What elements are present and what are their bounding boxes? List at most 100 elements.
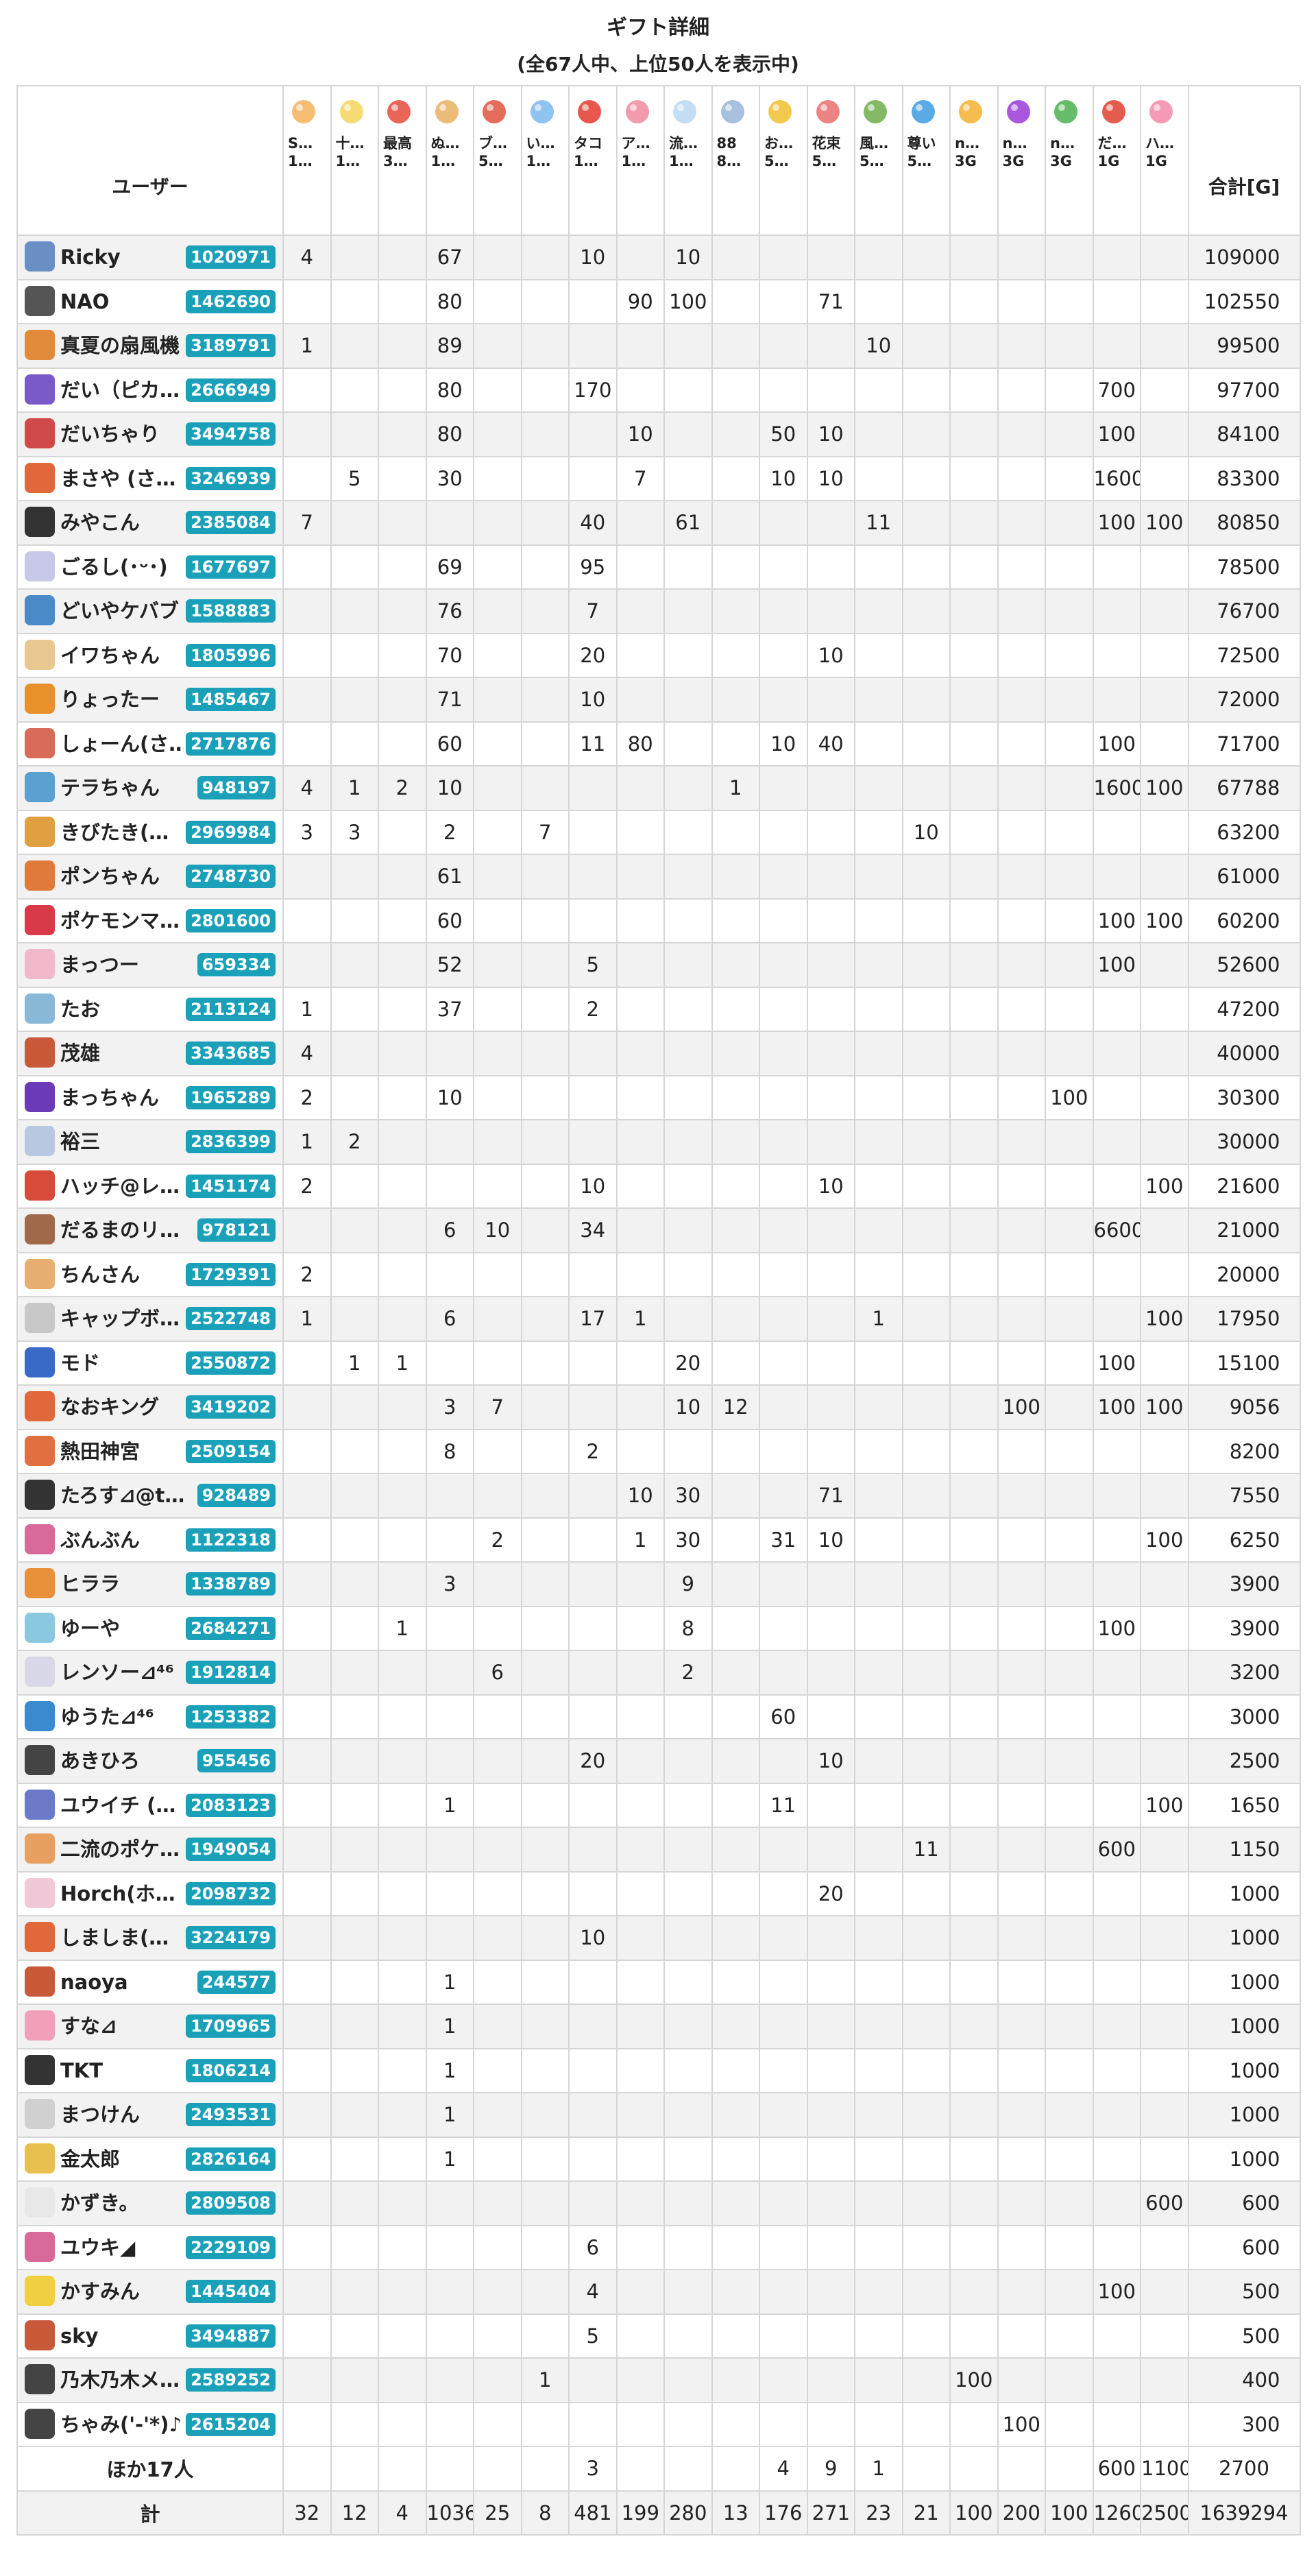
user-id-badge[interactable]: 3419202 (186, 1395, 276, 1419)
gift-count-cell (997, 1738, 1046, 1784)
gift-count-cell (520, 2047, 570, 2093)
user-id-badge[interactable]: 2748730 (186, 865, 276, 888)
gift-count-cell (1045, 2092, 1094, 2138)
gift-count-cell (568, 1959, 618, 2005)
gift-count-cell (711, 1605, 760, 1651)
gift-column-header: 十… 1… (330, 85, 379, 236)
user-id-badge[interactable]: 1949054 (186, 1838, 276, 1861)
user-id-badge[interactable]: 2969984 (186, 820, 276, 844)
user-id-badge[interactable]: 1253382 (186, 1705, 276, 1729)
gift-count-cell (997, 455, 1046, 501)
gift-count-cell (901, 1517, 951, 1563)
user-id-badge[interactable]: 2522748 (186, 1307, 276, 1330)
user-id-badge[interactable]: 2098732 (186, 1881, 276, 1905)
user-id-badge[interactable]: 2589252 (186, 2368, 276, 2392)
user-id-badge[interactable]: 2826164 (186, 2147, 276, 2171)
user-id-badge[interactable]: 1485467 (186, 688, 276, 711)
gift-count-cell (1140, 1428, 1189, 1474)
user-id-badge[interactable]: 2801600 (186, 908, 276, 932)
gift-count-cell (330, 1650, 379, 1696)
table-row: キャップボ… 2522748 1 6 17 1 1 100 17950 (16, 1296, 1301, 1342)
user-id-badge[interactable]: 1805996 (186, 643, 276, 667)
gift-count-cell: 100 (663, 278, 713, 324)
total-cell: 67788 (1187, 765, 1301, 811)
gift-count-cell (997, 1827, 1046, 1873)
gift-count-cell: 8 (520, 2490, 570, 2536)
table-row: Horch(ホ… 2098732 20 1000 (16, 1870, 1301, 1916)
gift-count-cell (1092, 1296, 1141, 1342)
gift-count-cell (806, 323, 855, 369)
gift-count-cell (1140, 1605, 1189, 1651)
gift-count-cell (616, 1119, 665, 1165)
user-id-badge[interactable]: 3494758 (186, 422, 276, 446)
user-id-badge[interactable]: 1338789 (186, 1572, 276, 1596)
user-id-badge[interactable]: 1677697 (186, 555, 276, 579)
user-id-badge[interactable]: 3343685 (186, 1042, 276, 1065)
user-id-badge[interactable]: 1122318 (186, 1528, 276, 1552)
user-id-badge[interactable]: 2684271 (186, 1616, 276, 1640)
user-id-badge[interactable]: 948197 (197, 776, 276, 799)
gift-count-cell (616, 677, 665, 723)
user-id-badge[interactable]: 1462690 (186, 289, 276, 313)
user-id-badge[interactable]: 659334 (197, 953, 276, 976)
user-id-badge[interactable]: 2493531 (186, 2103, 276, 2126)
gift-count-cell (711, 2136, 760, 2182)
user-id-badge[interactable]: 2615204 (186, 2412, 276, 2436)
gift-count-cell (473, 2003, 522, 2049)
gift-column-header: ハ… 1G (1140, 85, 1189, 236)
user-id-badge[interactable]: 2385084 (186, 511, 276, 534)
user-id-badge[interactable]: 2717876 (186, 732, 276, 756)
gift-count-cell (616, 1340, 665, 1386)
gift-count-cell: 2 (282, 1251, 332, 1297)
gift-count-cell (663, 1119, 713, 1165)
user-id-badge[interactable]: 2113124 (186, 997, 276, 1021)
gift-count-cell (854, 1870, 903, 1916)
user-id-badge[interactable]: 1451174 (186, 1174, 276, 1198)
gift-count-cell (997, 1119, 1046, 1165)
gift-count-cell (473, 765, 522, 811)
user-id-badge[interactable]: 1445404 (186, 2280, 276, 2303)
user-id-badge[interactable]: 2836399 (186, 1130, 276, 1153)
gift-count-cell (1045, 323, 1094, 369)
gift-count-cell (854, 1031, 903, 1076)
user-id-badge[interactable]: 1588883 (186, 599, 276, 623)
gift-count-cell (949, 1031, 999, 1076)
gift-count-cell (997, 1163, 1046, 1209)
gift-name: S… (288, 135, 313, 152)
gift-count-cell (616, 2047, 665, 2093)
gift-count-cell: 1 (854, 1296, 903, 1342)
gift-name: ブ… (478, 135, 507, 152)
user-id-badge[interactable]: 2083123 (186, 1793, 276, 1817)
user-id-badge[interactable]: 1729391 (186, 1262, 276, 1286)
user-id-badge[interactable]: 3224179 (186, 1926, 276, 1949)
gift-count-cell (616, 588, 665, 634)
user-id-badge[interactable]: 2229109 (186, 2235, 276, 2259)
gift-count-cell (616, 2136, 665, 2182)
user-id-badge[interactable]: 3189791 (186, 334, 276, 357)
user-id-badge[interactable]: 1806214 (186, 2058, 276, 2082)
gift-count-cell (711, 367, 760, 413)
gift-count-cell (854, 765, 903, 811)
user-id-badge[interactable]: 1965289 (186, 1085, 276, 1109)
user-id-badge[interactable]: 3494887 (186, 2324, 276, 2348)
gift-count-cell: 31 (759, 1517, 808, 1563)
user-id-badge[interactable]: 2509154 (186, 1439, 276, 1463)
user-id-badge[interactable]: 1020971 (186, 245, 276, 269)
user-id-badge[interactable]: 244577 (197, 1970, 276, 1994)
user-id-badge[interactable]: 978121 (197, 1218, 276, 1242)
user-id-badge[interactable]: 1912814 (186, 1661, 276, 1684)
user-cell: レンソー⊿⁴⁶ 1912814 (16, 1650, 284, 1696)
user-id-badge[interactable]: 955456 (197, 1749, 276, 1772)
user-id-badge[interactable]: 2809508 (186, 2191, 276, 2215)
user-id-badge[interactable]: 3246939 (186, 466, 276, 490)
user-id-badge[interactable]: 2550872 (186, 1351, 276, 1375)
gift-count-cell (949, 1207, 999, 1253)
gift-count-cell: 17 (568, 1296, 618, 1342)
user-id-badge[interactable]: 2666949 (186, 378, 276, 402)
gift-count-cell (330, 1251, 379, 1297)
user-id-badge[interactable]: 1709965 (186, 2014, 276, 2038)
user-id-badge[interactable]: 928489 (197, 1484, 276, 1507)
gift-count-cell (1045, 1959, 1094, 2005)
gift-count-cell (663, 632, 713, 678)
user-name: naoya (60, 1970, 128, 1994)
